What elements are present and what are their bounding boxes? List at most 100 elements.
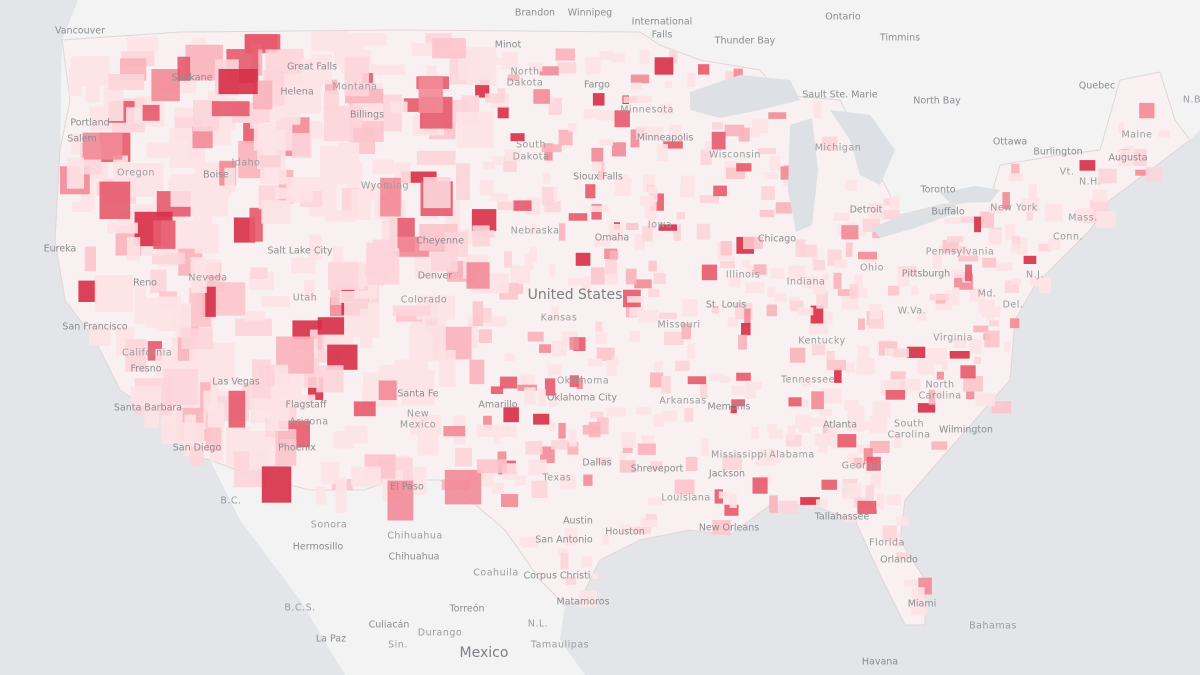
county bbox=[1096, 211, 1116, 228]
county bbox=[542, 173, 551, 184]
county bbox=[876, 493, 885, 510]
county bbox=[524, 387, 536, 405]
county bbox=[640, 517, 658, 528]
place-label: N.J. bbox=[1026, 270, 1044, 281]
place-label: Omaha bbox=[595, 233, 629, 244]
place-label: New bbox=[407, 409, 429, 420]
county bbox=[368, 184, 382, 200]
county bbox=[632, 95, 652, 103]
place-label: Chicago bbox=[758, 234, 796, 245]
county bbox=[592, 162, 602, 171]
county bbox=[328, 262, 359, 290]
county bbox=[837, 289, 857, 296]
place-label: Sin. bbox=[388, 640, 408, 651]
county bbox=[952, 287, 960, 297]
county bbox=[903, 579, 917, 587]
county bbox=[995, 262, 1013, 271]
county bbox=[947, 236, 963, 243]
place-label: North bbox=[925, 380, 954, 391]
county bbox=[351, 188, 371, 220]
county bbox=[650, 372, 664, 388]
county bbox=[1026, 211, 1033, 221]
county bbox=[378, 380, 397, 400]
county bbox=[826, 359, 846, 371]
county bbox=[731, 385, 744, 395]
county bbox=[1133, 148, 1147, 166]
county bbox=[742, 260, 751, 268]
place-label: El Paso bbox=[390, 482, 424, 493]
county bbox=[718, 491, 729, 499]
county bbox=[764, 172, 778, 180]
county bbox=[150, 269, 167, 293]
county bbox=[250, 267, 268, 280]
county bbox=[625, 268, 637, 285]
place-label: Fresno bbox=[130, 364, 161, 375]
county bbox=[712, 122, 723, 130]
county bbox=[103, 86, 124, 121]
county bbox=[292, 133, 312, 158]
county bbox=[766, 304, 777, 317]
county bbox=[849, 284, 859, 299]
county bbox=[224, 167, 236, 193]
county bbox=[767, 423, 777, 432]
county bbox=[889, 196, 900, 211]
county bbox=[744, 386, 757, 399]
county bbox=[885, 390, 906, 400]
county bbox=[396, 311, 423, 322]
county bbox=[636, 407, 652, 415]
place-label: Havana bbox=[862, 657, 898, 668]
county bbox=[539, 66, 559, 76]
county bbox=[818, 437, 828, 453]
county bbox=[1010, 278, 1022, 285]
place-label: Cheyenne bbox=[416, 236, 464, 247]
county bbox=[648, 288, 660, 298]
county bbox=[275, 429, 297, 466]
county bbox=[1011, 243, 1021, 253]
place-label: Hermosillo bbox=[293, 542, 344, 553]
county bbox=[991, 401, 1011, 414]
county bbox=[542, 187, 554, 205]
county bbox=[630, 74, 650, 84]
county bbox=[882, 210, 900, 220]
county bbox=[173, 315, 211, 328]
place-label: Del. bbox=[1003, 300, 1024, 311]
place-label: Tennessee bbox=[780, 375, 835, 386]
county bbox=[711, 306, 719, 314]
county bbox=[560, 473, 576, 490]
place-label: Mexico bbox=[400, 420, 436, 431]
county bbox=[541, 144, 562, 153]
county bbox=[800, 497, 820, 505]
place-label: Reno bbox=[133, 278, 157, 289]
county bbox=[858, 251, 877, 260]
county bbox=[1023, 255, 1037, 264]
county bbox=[1017, 237, 1028, 255]
county bbox=[568, 429, 577, 447]
county bbox=[833, 212, 850, 221]
place-label: B.C.S. bbox=[284, 603, 315, 614]
county bbox=[810, 305, 824, 324]
county bbox=[751, 427, 759, 440]
county bbox=[351, 466, 381, 487]
county bbox=[869, 304, 883, 320]
place-label: Fargo bbox=[584, 80, 610, 91]
county bbox=[757, 148, 776, 155]
county bbox=[599, 139, 614, 146]
county bbox=[595, 110, 615, 121]
county bbox=[833, 259, 848, 269]
atlantic-ocean bbox=[900, 130, 1200, 675]
county bbox=[315, 486, 327, 505]
place-label: Minot bbox=[495, 40, 522, 51]
county bbox=[1117, 149, 1133, 167]
county bbox=[768, 450, 781, 464]
place-label: Toronto bbox=[919, 185, 955, 196]
county bbox=[911, 285, 918, 296]
county bbox=[827, 421, 838, 435]
county bbox=[935, 303, 952, 310]
county bbox=[858, 318, 865, 330]
place-label: Miami bbox=[908, 599, 937, 610]
county bbox=[533, 89, 550, 104]
county bbox=[630, 129, 640, 148]
county bbox=[847, 453, 858, 463]
county bbox=[317, 317, 345, 335]
county bbox=[529, 246, 537, 263]
